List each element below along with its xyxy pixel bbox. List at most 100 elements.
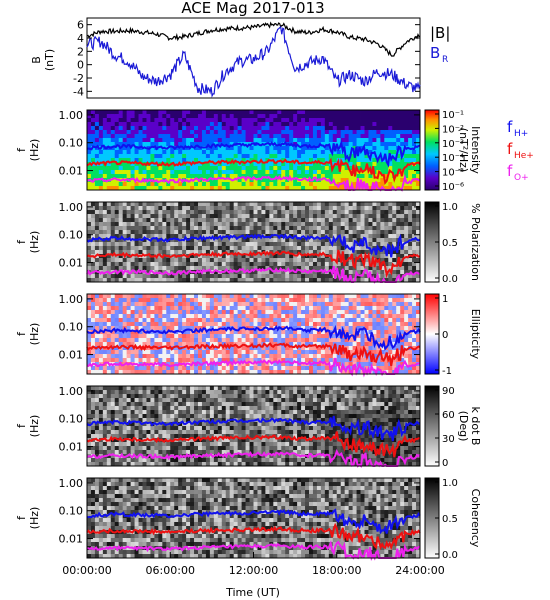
spectrogram-cell (146, 202, 151, 207)
spectrogram-cell (142, 210, 147, 215)
spectrogram-cell (114, 138, 120, 143)
spectrogram-cell (130, 126, 135, 131)
spectrogram-cell (289, 150, 294, 155)
spectrogram-cell (277, 222, 282, 227)
spectrogram-cell (277, 338, 282, 343)
spectrogram-cell (380, 330, 385, 335)
spectrogram-cell (94, 246, 100, 251)
spectrogram-cell (146, 358, 151, 363)
spectrogram-cell (297, 262, 302, 267)
spectrogram-cell (194, 226, 199, 231)
spectrogram-cell (90, 226, 96, 231)
spectrogram-cell (344, 302, 350, 307)
spectrogram-cell (324, 246, 330, 251)
spectrogram-cell (162, 302, 167, 307)
spectrogram-cell (273, 370, 278, 375)
spectrogram-cell (217, 310, 223, 315)
spectrogram-cell (404, 138, 409, 143)
spectrogram-cell (245, 210, 250, 215)
spectrogram-cell (221, 150, 227, 155)
spectrogram-cell (90, 366, 96, 371)
spectrogram-cell (416, 234, 421, 239)
spectrogram-cell (344, 250, 350, 255)
spectrogram-cell (305, 118, 310, 123)
spectrogram-cell (328, 278, 334, 283)
spectrogram-cell (241, 366, 246, 371)
spectrogram-cell (376, 326, 381, 331)
spectrogram-cell (348, 302, 353, 307)
spectrogram-cell (178, 142, 183, 147)
spectrogram-cell (198, 186, 203, 191)
spectrogram-cell (198, 342, 203, 347)
spectrogram-cell (134, 262, 139, 267)
spectrogram-cell (261, 114, 266, 119)
spectrogram-cell (87, 142, 92, 147)
spectrogram-cell (122, 322, 128, 327)
spectrogram-cell (336, 186, 342, 191)
spectrogram-cell (209, 178, 215, 183)
spectrogram-cell (265, 150, 270, 155)
spectrogram-cell (194, 110, 199, 115)
spectrogram-cell (269, 258, 274, 263)
spectrogram-cell (237, 166, 242, 171)
spectrogram-cell (110, 114, 116, 119)
spectrogram-cell (312, 238, 318, 243)
spectrogram-cell (174, 150, 179, 155)
spectrogram-cell (94, 142, 100, 147)
spectrogram-cell (352, 342, 357, 347)
spectrogram-cell (376, 234, 381, 239)
spectro-ytick-label: 0.01 (59, 165, 84, 178)
spectrogram-cell (245, 218, 250, 223)
spectrogram-cell (154, 230, 159, 235)
spectrogram-cell (106, 150, 112, 155)
spectrogram-cell (102, 246, 108, 251)
spectrogram-cell (102, 342, 108, 347)
spectrogram-cell (312, 218, 318, 223)
spectrogram-cell (205, 130, 211, 135)
spectrogram-cell (368, 110, 373, 115)
spectrogram-cell (324, 170, 330, 175)
spectrogram-cell (289, 342, 294, 347)
spectrogram-cell (194, 246, 199, 251)
spectrogram-cell (253, 202, 258, 207)
spectrogram-cell (316, 138, 322, 143)
spectrogram-cell (118, 210, 124, 215)
spectrogram-cell (221, 126, 227, 131)
spectrogram-cell (237, 242, 242, 247)
spectrogram-cell (102, 322, 108, 327)
spectrogram-cell (285, 114, 290, 119)
spectrogram-cell (356, 318, 361, 323)
spectrogram-cell (360, 254, 365, 259)
spectrogram-cell (217, 230, 223, 235)
spectrogram-cell (364, 158, 369, 163)
spectrogram-cell (122, 126, 128, 131)
spectrogram-cell (360, 150, 365, 155)
spectrogram-cell (233, 174, 239, 179)
spectrogram-cell (265, 246, 270, 251)
spectrogram-cell (90, 170, 96, 175)
spectrogram-cell (201, 330, 207, 335)
spectrogram-cell (281, 262, 286, 267)
spectrogram-cell (154, 306, 159, 311)
spectrogram-cell (328, 222, 334, 227)
spectrogram-cell (277, 134, 282, 139)
spectrogram-cell (174, 142, 179, 147)
spectrogram-cell (265, 238, 270, 243)
spectrogram-cell (150, 186, 155, 191)
spectrogram-cell (360, 162, 365, 167)
spectrogram-cell (328, 258, 334, 263)
spectrogram-cell (237, 122, 242, 127)
spectrogram-cell (320, 298, 326, 303)
spectrogram-cell (360, 298, 365, 303)
spectrogram-cell (146, 314, 151, 319)
spectrogram-cell (182, 214, 187, 219)
spectrogram-cell (221, 330, 227, 335)
spectrogram-cell (94, 138, 100, 143)
intensity-panel: 1.000.100.01f (Hz)10⁻¹10⁻²10⁻³10⁻⁴10⁻⁵10⁻… (15, 109, 482, 193)
spectrogram-cell (269, 182, 274, 187)
spectrogram-cell (154, 250, 159, 255)
spectrogram-cell (146, 262, 151, 267)
spectrogram-cell (198, 358, 203, 363)
spectrogram-cell (225, 350, 231, 355)
spectrogram-cell (114, 298, 120, 303)
